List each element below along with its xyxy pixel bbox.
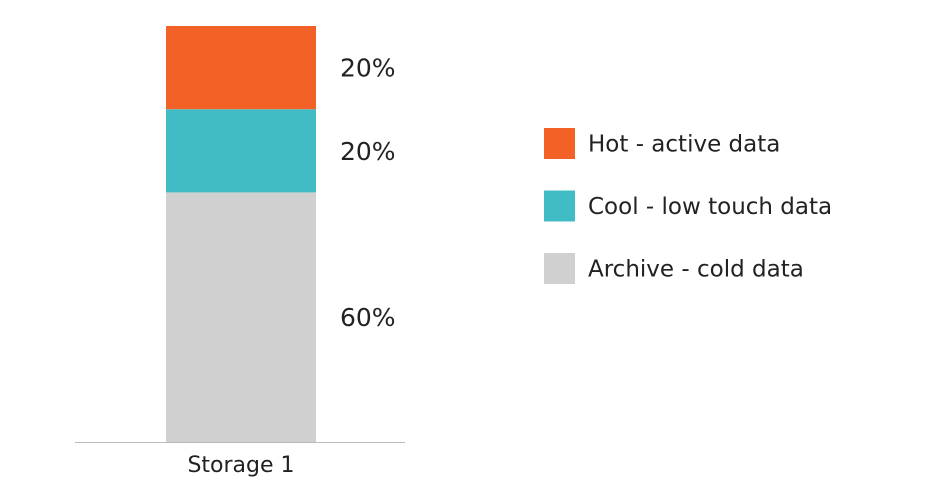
x-tick-label: Storage 1 xyxy=(187,453,294,478)
legend-swatch xyxy=(544,190,575,222)
bar-segment xyxy=(166,192,316,442)
legend-label: Hot - active data xyxy=(588,132,780,158)
legend-label: Cool - low touch data xyxy=(588,194,832,220)
legend-swatch xyxy=(544,253,575,284)
bar-segment xyxy=(166,109,316,193)
data-label: 60% xyxy=(340,303,396,332)
bar-segment xyxy=(166,26,316,110)
data-label: 20% xyxy=(340,137,396,166)
legend-label: Archive - cold data xyxy=(588,257,804,283)
data-label: 20% xyxy=(340,54,396,83)
legend-swatch xyxy=(544,128,575,159)
